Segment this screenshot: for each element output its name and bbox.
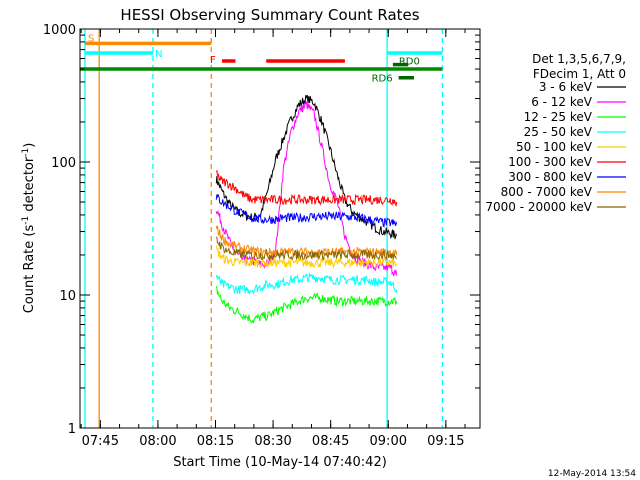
y-axis-label-superscript: -1 — [21, 216, 31, 225]
x-tick-label: 08:30 — [254, 434, 291, 449]
flag-label: N — [155, 49, 162, 60]
y-axis-label-superscript: -1 — [21, 148, 31, 157]
legend-entry-label: 800 - 7000 keV — [501, 185, 593, 199]
series-line — [216, 236, 397, 261]
y-axis: 1 10 100 1000 — [43, 23, 480, 437]
x-tick-label: 07:45 — [82, 434, 119, 449]
legend-header: FDecim 1, Att 0 — [533, 67, 626, 81]
y-tick-label: 1 — [68, 422, 76, 437]
y-axis-label: Count Rate (s-1 detector-1) — [21, 143, 37, 314]
legend-entry-label: 6 - 12 keV — [531, 95, 593, 109]
series-line — [215, 194, 398, 228]
legend-entry-label: 50 - 100 keV — [516, 140, 593, 154]
flag-label: RD6 — [372, 74, 393, 85]
flag-label: RD0 — [399, 57, 420, 68]
y-axis-label-part: Count Rate (s — [22, 225, 37, 314]
x-axis-label: Start Time (10-May-14 07:40:42) — [173, 455, 387, 470]
y-axis-label-part: detector — [22, 156, 37, 216]
x-tick-label: 09:15 — [427, 434, 464, 449]
y-axis-label-part: ) — [22, 143, 37, 148]
legend-header: Det 1,3,5,6,7,9, — [532, 52, 626, 66]
chart-title: HESSI Observing Summary Count Rates — [120, 6, 419, 24]
x-tick-label: 09:00 — [370, 434, 407, 449]
legend: Det 1,3,5,6,7,9, FDecim 1, Att 0 3 - 6 k… — [485, 52, 626, 214]
y-tick-label: 100 — [51, 156, 76, 171]
x-tick-label: 08:00 — [139, 434, 176, 449]
legend-entry-label: 12 - 25 keV — [524, 110, 593, 124]
series-line — [215, 169, 398, 207]
series-line — [215, 245, 398, 269]
footer-timestamp: 12-May-2014 13:54 — [548, 469, 636, 479]
x-axis: 07:45 08:00 08:15 08:30 08:45 09:00 09:15 — [80, 29, 466, 449]
legend-entry-label: 300 - 800 keV — [508, 170, 592, 184]
series-line — [215, 273, 398, 296]
x-tick-label: 08:15 — [197, 434, 234, 449]
legend-entry-label: 7000 - 20000 keV — [485, 200, 592, 214]
legend-entry-label: 3 - 6 keV — [539, 80, 593, 94]
flag-label: F — [210, 55, 216, 66]
series-line — [215, 285, 398, 325]
plot-area: S N F RD0 RD6 — [80, 29, 444, 428]
legend-entry-label: 25 - 50 keV — [524, 125, 593, 139]
series-line — [215, 225, 398, 259]
y-tick-label: 10 — [59, 289, 76, 304]
plot-frame — [79, 28, 481, 429]
y-tick-label: 1000 — [43, 23, 76, 38]
x-tick-label: 08:45 — [312, 434, 349, 449]
flag-label: S — [88, 33, 94, 44]
legend-entry-label: 100 - 300 keV — [508, 155, 592, 169]
